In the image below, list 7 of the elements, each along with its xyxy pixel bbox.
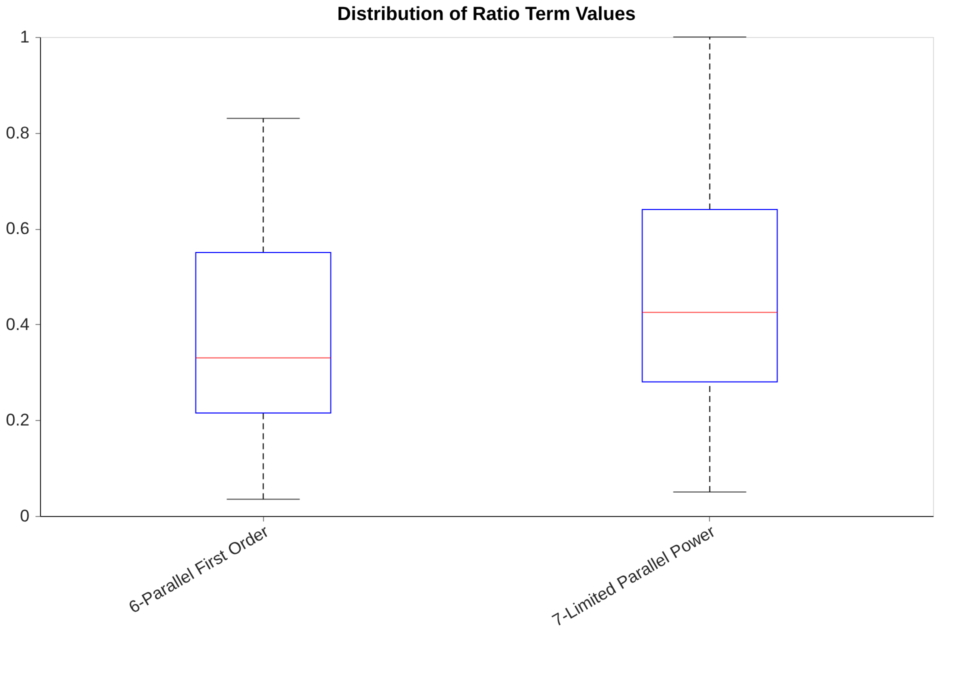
y-tick-label: 0.8	[6, 123, 30, 142]
y-tick-label: 0.4	[6, 314, 30, 334]
y-tick-label: 1	[20, 28, 30, 46]
y-tick-label: 0	[20, 506, 30, 526]
y-tick-label: 0.6	[6, 219, 30, 238]
chart-title: Distribution of Ratio Term Values	[337, 4, 636, 25]
y-tick-label: 0.2	[6, 410, 30, 430]
